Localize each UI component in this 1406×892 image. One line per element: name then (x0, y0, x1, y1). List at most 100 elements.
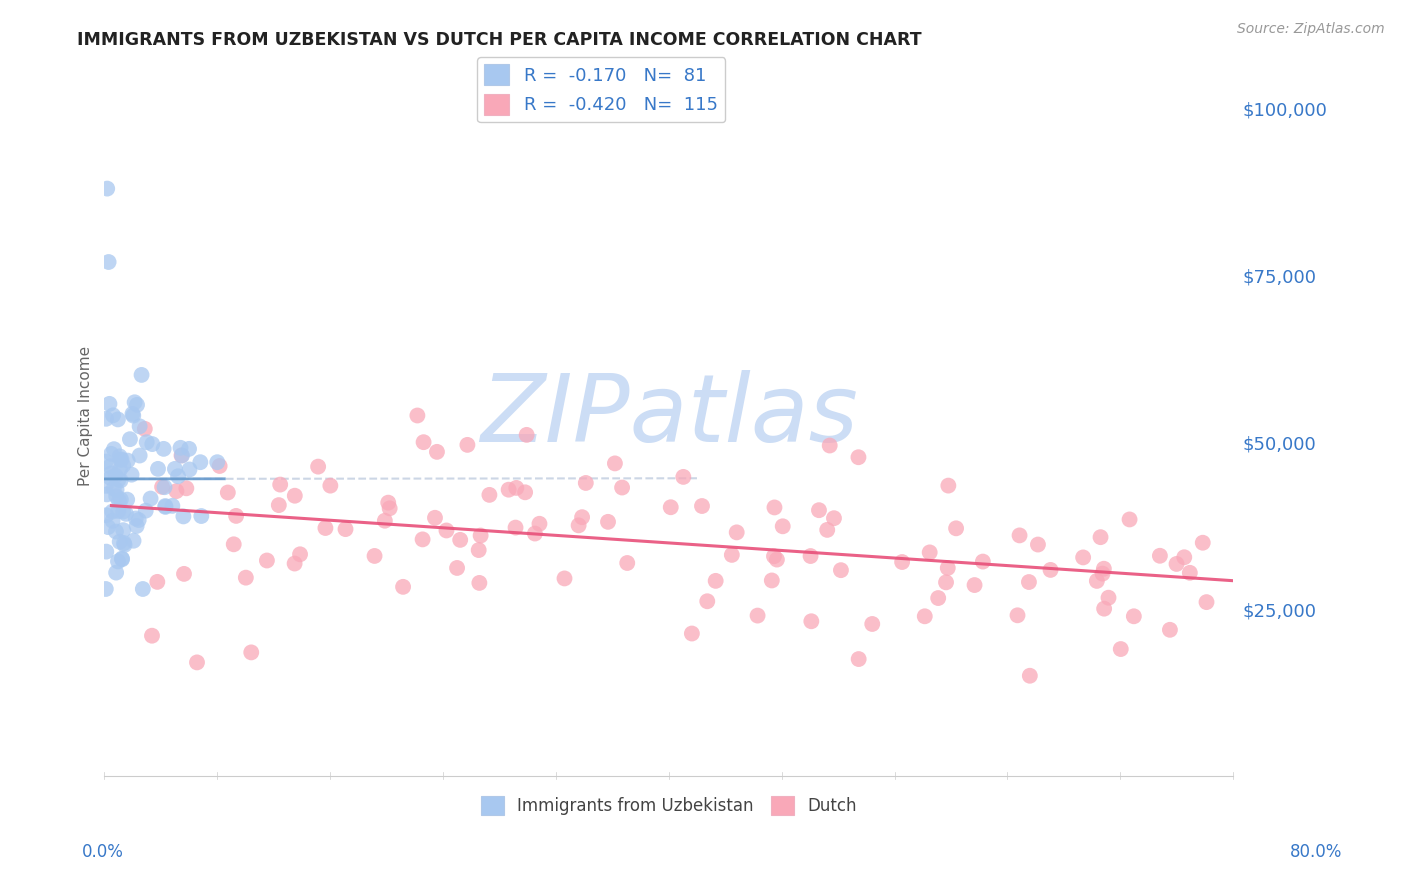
Point (1097, 591, 1119, 605)
Point (125, 511, 148, 525)
Point (163, 462, 186, 476)
Point (225, 508, 247, 523)
Point (122, 409, 145, 423)
Point (721, 548, 744, 562)
Point (97, 520, 120, 534)
Point (108, 494, 131, 508)
Point (1159, 623, 1181, 637)
Point (105, 489, 128, 503)
Point (860, 617, 883, 632)
Point (762, 549, 785, 564)
Point (98, 459, 121, 474)
Point (125, 398, 148, 412)
Point (111, 551, 134, 566)
Point (124, 395, 146, 409)
Y-axis label: Per Capita Income: Per Capita Income (79, 345, 93, 485)
Point (772, 519, 794, 533)
Point (963, 578, 986, 592)
Point (110, 474, 132, 488)
Point (110, 452, 132, 467)
Point (1018, 575, 1040, 590)
Point (122, 533, 145, 548)
Point (1007, 608, 1029, 623)
Point (169, 441, 191, 455)
Legend: Immigrants from Uzbekistan, Dutch: Immigrants from Uzbekistan, Dutch (474, 789, 863, 822)
Point (571, 510, 593, 524)
Point (1090, 530, 1112, 544)
Point (848, 652, 870, 666)
Point (121, 467, 143, 482)
Point (823, 511, 845, 525)
Point (118, 432, 141, 446)
Point (107, 554, 129, 568)
Point (377, 496, 399, 510)
Point (935, 575, 957, 590)
Point (426, 445, 449, 459)
Point (105, 483, 128, 497)
Point (132, 582, 155, 596)
Point (927, 591, 949, 605)
Point (1195, 595, 1218, 609)
Point (111, 552, 134, 566)
Point (170, 449, 193, 463)
Point (125, 519, 148, 533)
Point (529, 516, 551, 531)
Point (314, 521, 336, 535)
Point (155, 499, 177, 513)
Point (97, 255, 120, 269)
Point (766, 552, 789, 566)
Point (1191, 535, 1213, 549)
Point (190, 509, 212, 524)
Point (1092, 601, 1115, 615)
Point (139, 491, 162, 506)
Point (167, 469, 190, 483)
Point (177, 442, 200, 456)
Point (307, 459, 329, 474)
Point (761, 574, 783, 588)
Point (176, 481, 198, 495)
Point (152, 442, 174, 456)
Point (374, 514, 396, 528)
Text: 80.0%: 80.0% (1291, 843, 1343, 861)
Point (256, 553, 278, 567)
Point (456, 438, 478, 452)
Point (704, 574, 727, 588)
Point (1118, 512, 1140, 526)
Point (1178, 566, 1201, 580)
Point (103, 442, 125, 457)
Text: 0.0%: 0.0% (82, 843, 124, 861)
Point (94, 454, 117, 468)
Point (610, 481, 633, 495)
Point (141, 629, 163, 643)
Point (1085, 574, 1108, 588)
Point (186, 656, 208, 670)
Point (121, 407, 143, 421)
Point (449, 533, 471, 547)
Point (217, 485, 239, 500)
Point (596, 515, 619, 529)
Point (135, 503, 157, 517)
Point (170, 449, 193, 463)
Point (1039, 563, 1062, 577)
Point (659, 500, 682, 515)
Point (128, 513, 150, 527)
Point (505, 520, 527, 534)
Point (207, 455, 229, 469)
Point (128, 419, 150, 434)
Point (153, 480, 176, 494)
Point (128, 449, 150, 463)
Point (505, 481, 527, 495)
Point (603, 457, 626, 471)
Point (146, 574, 169, 589)
Point (478, 488, 501, 502)
Point (105, 566, 128, 580)
Point (807, 503, 830, 517)
Point (936, 561, 959, 575)
Point (446, 561, 468, 575)
Point (914, 609, 936, 624)
Point (162, 499, 184, 513)
Point (288, 547, 311, 561)
Point (690, 499, 713, 513)
Point (100, 447, 122, 461)
Point (172, 509, 194, 524)
